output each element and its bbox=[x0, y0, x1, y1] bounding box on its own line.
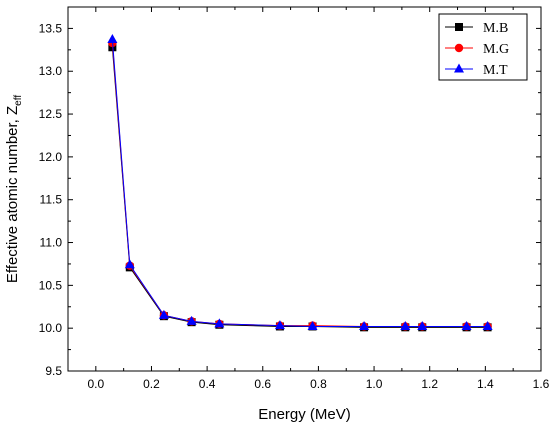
y-tick-label: 9.5 bbox=[45, 364, 62, 378]
x-tick-label: 1.6 bbox=[533, 377, 550, 391]
series-group bbox=[107, 34, 493, 332]
x-tick-label: 1.4 bbox=[477, 377, 494, 391]
x-tick-label: 0.8 bbox=[310, 377, 327, 391]
series-mt bbox=[107, 34, 493, 330]
y-tick-label: 10.0 bbox=[39, 321, 63, 335]
axis-ticks bbox=[68, 7, 542, 372]
y-tick-label: 11.0 bbox=[40, 236, 63, 250]
legend-marker bbox=[454, 43, 464, 53]
x-tick-label: 0.6 bbox=[254, 377, 271, 391]
y-tick-label: 10.5 bbox=[39, 278, 63, 292]
series-line bbox=[111, 42, 488, 327]
data-point bbox=[461, 320, 472, 330]
y-axis-title: Effective atomic number, Zeff bbox=[4, 95, 24, 283]
legend-item: M.G bbox=[445, 42, 509, 57]
y-tick-label: 11.5 bbox=[40, 193, 63, 207]
legend: M.B M.G M.T bbox=[438, 13, 528, 81]
series-mg bbox=[108, 38, 492, 331]
legend-label: M.T bbox=[483, 63, 508, 78]
legend-marker bbox=[455, 23, 463, 31]
data-point bbox=[214, 318, 225, 328]
x-tick-label: 1.0 bbox=[366, 377, 383, 391]
series-mb bbox=[108, 43, 492, 332]
data-point bbox=[400, 320, 411, 330]
data-point bbox=[274, 320, 285, 330]
x-tick-label: 0.4 bbox=[199, 377, 216, 391]
data-point bbox=[359, 320, 370, 330]
legend-item: M.B bbox=[445, 21, 508, 36]
x-tick-label: 0.0 bbox=[87, 377, 104, 391]
plot-area bbox=[67, 6, 542, 372]
legend-marker bbox=[454, 63, 464, 73]
data-point bbox=[307, 320, 318, 330]
y-tick-label: 12.0 bbox=[39, 150, 63, 164]
y-tick-label: 13.0 bbox=[39, 64, 63, 78]
x-axis-title: Energy (MeV) bbox=[258, 406, 351, 423]
x-tick-label: 0.2 bbox=[143, 377, 160, 391]
series-line bbox=[111, 47, 488, 328]
y-axis-title-subscript: eff bbox=[13, 95, 24, 106]
data-point bbox=[107, 34, 118, 44]
y-tick-label: 12.5 bbox=[39, 107, 63, 121]
data-point bbox=[124, 259, 135, 269]
legend-label: M.G bbox=[483, 42, 509, 57]
tick-labels: 0.0 0.2 0.4 0.6 0.8 1.0 1.2 1.4 1.6 9.5 10.0 10.5 11… bbox=[39, 21, 550, 391]
y-axis-title-main: Effective atomic number, Z bbox=[4, 106, 21, 283]
series-line bbox=[111, 39, 488, 327]
data-point bbox=[482, 320, 493, 330]
data-point bbox=[417, 320, 428, 330]
legend-box bbox=[438, 13, 528, 81]
data-point bbox=[158, 309, 169, 319]
data-point bbox=[186, 315, 197, 325]
x-tick-label: 1.2 bbox=[421, 377, 438, 391]
y-tick-label: 13.5 bbox=[39, 21, 63, 35]
legend-label: M.B bbox=[483, 21, 508, 36]
legend-item: M.T bbox=[445, 63, 508, 78]
